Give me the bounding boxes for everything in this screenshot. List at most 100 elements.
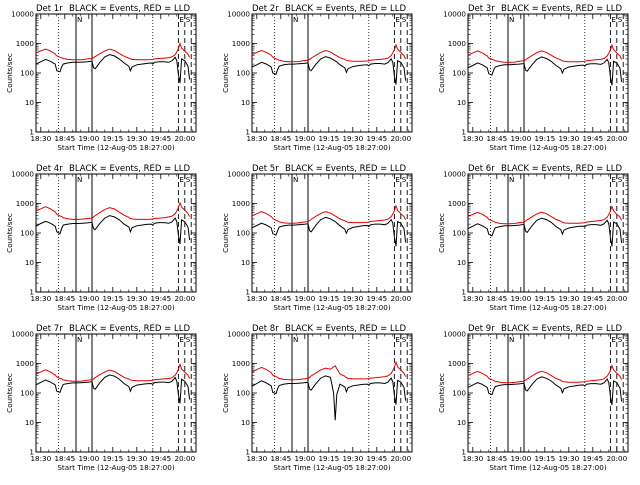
events-series-line	[251, 56, 407, 85]
panel-legend-text: BLACK = Events, RED = LLD	[285, 164, 406, 174]
lld-series-line	[35, 41, 191, 61]
panel-title: Det 5r	[252, 164, 279, 174]
y-tick-label: 10000	[443, 10, 466, 19]
panel-9: Det 9r BLACK = Events, RED = LLD 1 10 100 100…	[437, 324, 629, 472]
panel-title: Det 9r	[468, 324, 495, 334]
marker-letter: N	[509, 335, 514, 344]
y-tick-label: 10	[457, 418, 467, 427]
x-tick-label: 18:30	[246, 454, 267, 463]
lld-series-line	[467, 204, 623, 225]
marker-letter: N	[509, 15, 514, 24]
x-tick-label: 19:30	[342, 134, 363, 143]
x-tick-label: 18:45	[486, 134, 507, 143]
events-series-line	[35, 215, 191, 245]
marker-letter: E	[395, 175, 400, 184]
x-tick-label: 19:30	[558, 454, 579, 463]
x-axis-label: Start Time (12-Aug-05 18:27:00)	[489, 463, 606, 472]
x-tick-label: 19:00	[78, 134, 99, 143]
y-tick-label: 10	[457, 258, 467, 267]
x-tick-label: 19:00	[510, 134, 531, 143]
y-axis-label: Counts/sec	[5, 213, 14, 253]
panel-title: Det 6r	[468, 164, 495, 174]
plot-frame	[251, 173, 413, 293]
x-tick-label: 18:45	[54, 454, 75, 463]
x-tick-label: 19:15	[534, 294, 555, 303]
y-axis-label: Counts/sec	[437, 373, 446, 413]
y-tick-label: 1	[29, 128, 34, 137]
marker-letter: E	[395, 335, 400, 344]
events-series-line	[251, 375, 407, 421]
panel-7: Det 7r BLACK = Events, RED = LLD 1 10 100 100…	[5, 324, 197, 472]
x-tick-label: 20:00	[174, 134, 195, 143]
x-tick-label: 18:45	[270, 454, 291, 463]
x-tick-label: 20:00	[606, 294, 627, 303]
x-tick-label: 19:30	[342, 294, 363, 303]
lld-series-line	[251, 204, 407, 224]
panel-title: Det 2r	[252, 4, 279, 14]
x-tick-label: 19:00	[294, 134, 315, 143]
lld-series-line	[251, 360, 407, 381]
y-tick-label: 10000	[227, 170, 250, 179]
y-tick-label: 10000	[443, 330, 466, 339]
x-tick-label: 20:00	[606, 134, 627, 143]
marker-letter: S	[186, 15, 191, 24]
panel-4: Det 4r BLACK = Events, RED = LLD 1 10 100 100…	[5, 164, 197, 312]
y-axis-label: Counts/sec	[221, 373, 230, 413]
x-tick-label: 19:15	[534, 454, 555, 463]
x-tick-label: 19:30	[126, 294, 147, 303]
marker-letter: N	[293, 15, 298, 24]
x-tick-label: 18:30	[30, 294, 51, 303]
panel-6: Det 6r BLACK = Events, RED = LLD 1 10 100 100…	[437, 164, 629, 312]
y-tick-label: 10000	[443, 170, 466, 179]
y-axis-label: Counts/sec	[221, 53, 230, 93]
panel-legend-text: BLACK = Events, RED = LLD	[69, 4, 190, 14]
x-axis-label: Start Time (12-Aug-05 18:27:00)	[273, 303, 390, 312]
marker-letter: S	[618, 335, 623, 344]
x-tick-label: 18:45	[486, 454, 507, 463]
x-tick-label: 19:45	[582, 134, 603, 143]
marker-letter: S	[402, 175, 407, 184]
x-tick-label: 20:00	[390, 454, 411, 463]
panel-title: Det 7r	[36, 324, 63, 334]
x-tick-label: 18:45	[270, 294, 291, 303]
x-axis-label: Start Time (12-Aug-05 18:27:00)	[57, 143, 174, 152]
y-axis-label: Counts/sec	[5, 53, 14, 93]
marker-letter: E	[179, 175, 184, 184]
x-tick-label: 20:00	[390, 134, 411, 143]
marker-letter: S	[186, 175, 191, 184]
y-tick-label: 100	[236, 229, 250, 238]
y-tick-label: 100	[236, 389, 250, 398]
marker-letter: E	[179, 335, 184, 344]
y-tick-label: 100	[20, 69, 34, 78]
x-axis-label: Start Time (12-Aug-05 18:27:00)	[489, 303, 606, 312]
y-tick-label: 100	[20, 389, 34, 398]
plot-frame	[467, 13, 629, 133]
panel-2: Det 2r BLACK = Events, RED = LLD 1 10 100 100…	[221, 4, 413, 152]
plot-frame	[467, 173, 629, 293]
x-tick-label: 18:30	[462, 134, 483, 143]
events-series-line	[35, 54, 191, 84]
x-axis-label: Start Time (12-Aug-05 18:27:00)	[273, 143, 390, 152]
x-tick-label: 20:00	[174, 454, 195, 463]
x-tick-label: 19:45	[150, 454, 171, 463]
x-tick-label: 19:15	[318, 134, 339, 143]
marker-letter: E	[611, 15, 616, 24]
x-tick-label: 19:00	[510, 294, 531, 303]
y-tick-label: 1	[461, 128, 466, 137]
marker-letter: N	[77, 175, 82, 184]
x-tick-label: 19:30	[126, 454, 147, 463]
plot-frame	[35, 13, 197, 133]
x-tick-label: 18:30	[462, 294, 483, 303]
panel-8: Det 8r BLACK = Events, RED = LLD 1 10 100 100…	[221, 324, 413, 472]
y-axis-label: Counts/sec	[437, 213, 446, 253]
y-tick-label: 10	[241, 98, 251, 107]
panel-legend-text: BLACK = Events, RED = LLD	[69, 324, 190, 334]
y-tick-label: 10	[457, 98, 467, 107]
marker-letter: E	[395, 15, 400, 24]
x-tick-label: 19:00	[510, 454, 531, 463]
events-series-line	[467, 376, 623, 406]
y-axis-label: Counts/sec	[437, 53, 446, 93]
events-series-line	[467, 217, 623, 247]
